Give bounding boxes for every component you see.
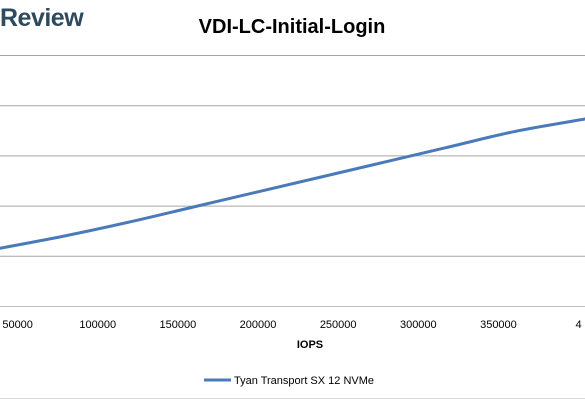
legend: Tyan Transport SX 12 NVMe (204, 375, 374, 387)
x-tick-label: 4 (576, 319, 582, 331)
x-axis-ticks: 50000 100000 150000 200000 250000 300000 35000… (2, 319, 581, 331)
series-group (0, 117, 585, 250)
series-line (0, 117, 585, 250)
x-tick-label: 100000 (79, 319, 116, 331)
x-tick-label: 250000 (320, 319, 357, 331)
x-axis-label: IOPS (297, 339, 323, 351)
x-tick-label: 150000 (160, 319, 197, 331)
x-tick-label: 350000 (480, 319, 517, 331)
x-tick-label: 200000 (240, 319, 277, 331)
site-brand-logo: Review (0, 4, 84, 32)
x-tick-label: 300000 (400, 319, 437, 331)
chart-title: VDI-LC-Initial-Login (199, 16, 386, 38)
x-tick-label: 50000 (2, 319, 33, 331)
legend-label: Tyan Transport SX 12 NVMe (234, 375, 374, 387)
gridlines (0, 55, 585, 307)
